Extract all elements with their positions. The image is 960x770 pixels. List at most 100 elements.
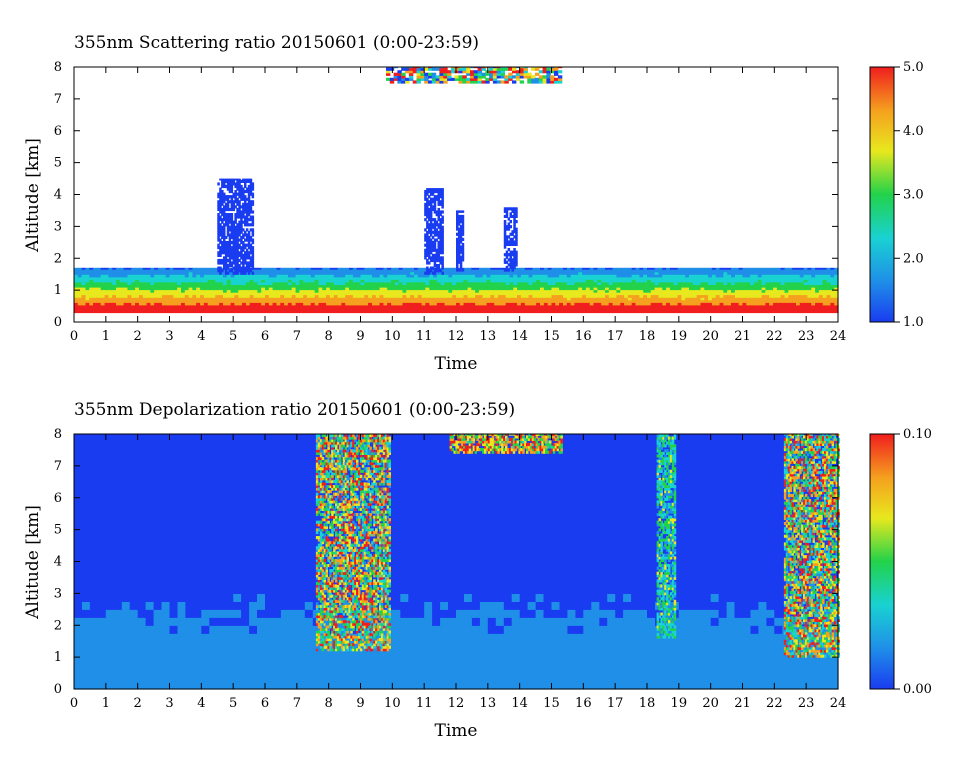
heatmap-cell [284, 281, 289, 285]
heatmap-cell [188, 276, 193, 280]
heatmap-cell [372, 297, 377, 301]
heatmap-cell [96, 297, 102, 301]
heatmap-cell [287, 281, 293, 285]
heatmap-cell [74, 302, 79, 306]
heatmap-cell [410, 302, 415, 306]
heatmap-cell [203, 292, 209, 296]
heatmap-cell [257, 309, 262, 314]
heatmap-cell [142, 299, 148, 303]
heatmap-cell [74, 309, 79, 314]
heatmap-cell [723, 267, 728, 270]
heatmap-cell [461, 237, 465, 241]
heatmap-cell [501, 307, 507, 311]
heatmap-cell [131, 284, 136, 288]
heatmap-cell [536, 281, 541, 285]
colorbar-tick-label: 1.0 [903, 315, 924, 330]
heatmap-cell [310, 307, 316, 311]
heatmap-cell [211, 289, 216, 293]
heatmap-cell [280, 304, 285, 308]
heatmap-cell [429, 307, 434, 311]
heatmap-cell [475, 271, 480, 275]
heatmap-cell [337, 307, 342, 311]
heatmap-cell [352, 267, 358, 270]
heatmap-cell [494, 299, 499, 303]
heatmap-cell [490, 289, 495, 293]
heatmap-cell [461, 214, 465, 218]
heatmap-cell [448, 271, 453, 275]
heatmap-cell [475, 279, 480, 283]
heatmap-cell [77, 284, 83, 288]
heatmap-cell [326, 294, 331, 298]
heatmap-cell [272, 302, 277, 306]
heatmap-cell [242, 307, 247, 311]
heatmap-cell [459, 274, 465, 278]
heatmap-cell [421, 292, 426, 296]
heatmap-cell [379, 299, 384, 303]
heatmap-cell [337, 294, 342, 298]
heatmap-cell [509, 279, 514, 283]
heatmap-cell [536, 267, 541, 270]
heatmap-cell [421, 299, 426, 303]
heatmap-cell [329, 274, 335, 278]
heatmap-cell [406, 309, 411, 314]
heatmap-cell [505, 286, 511, 291]
heatmap-cell [119, 269, 125, 273]
heatmap-cell [268, 281, 274, 285]
heatmap-cell [146, 292, 151, 296]
heatmap-cell [505, 284, 511, 288]
x-tick-label: 6 [261, 329, 269, 344]
heatmap-cell [150, 307, 155, 311]
heatmap-cell [540, 279, 545, 283]
heatmap-cell [417, 302, 423, 306]
heatmap-cell [482, 274, 488, 278]
heatmap-cell [425, 304, 430, 308]
heatmap-cell [440, 307, 446, 311]
heatmap-cell [379, 286, 384, 291]
heatmap-cell [96, 284, 102, 288]
heatmap-cell [463, 267, 468, 270]
heatmap-cell [257, 294, 262, 298]
heatmap-cell [490, 276, 495, 280]
heatmap-cell [192, 302, 197, 306]
heatmap-cell [389, 77, 395, 81]
heatmap-cell [490, 309, 495, 314]
heatmap-cell [154, 307, 159, 311]
heatmap-cell [131, 279, 136, 283]
heatmap-cell [112, 307, 117, 311]
heatmap-cell [337, 299, 342, 303]
heatmap-cell [123, 304, 129, 308]
heatmap-cell [127, 299, 132, 303]
heatmap-cell [173, 274, 178, 278]
heatmap-cell [280, 292, 285, 296]
heatmap-cell [215, 286, 220, 291]
heatmap-cell [276, 292, 281, 296]
heatmap-cell [217, 182, 220, 186]
heatmap-cell [276, 297, 281, 301]
heatmap-cell [268, 267, 274, 270]
heatmap-cell [471, 267, 476, 270]
heatmap-cell [253, 279, 258, 283]
heatmap-cell [142, 269, 148, 273]
heatmap-cell [173, 271, 178, 275]
heatmap-cell [352, 289, 358, 293]
heatmap-cell [429, 299, 434, 303]
heatmap-cell [196, 279, 201, 283]
heatmap-cell [116, 281, 121, 285]
heatmap-cell [517, 271, 522, 275]
heatmap-cell [352, 292, 358, 296]
heatmap-cell [181, 304, 186, 308]
heatmap-cell [280, 307, 285, 311]
heatmap-cell [310, 302, 316, 306]
heatmap-cell [230, 279, 235, 283]
heatmap-cell [433, 309, 438, 314]
heatmap-cell [414, 309, 419, 314]
heatmap-cell [261, 267, 266, 270]
heatmap-cell [444, 309, 449, 314]
heatmap-cell [89, 304, 94, 308]
heatmap-cell [528, 292, 533, 296]
heatmap-cell [482, 279, 488, 283]
heatmap-cell [93, 289, 98, 293]
heatmap-cell [219, 309, 224, 314]
heatmap-cell [215, 309, 220, 314]
heatmap-cell [708, 267, 713, 270]
